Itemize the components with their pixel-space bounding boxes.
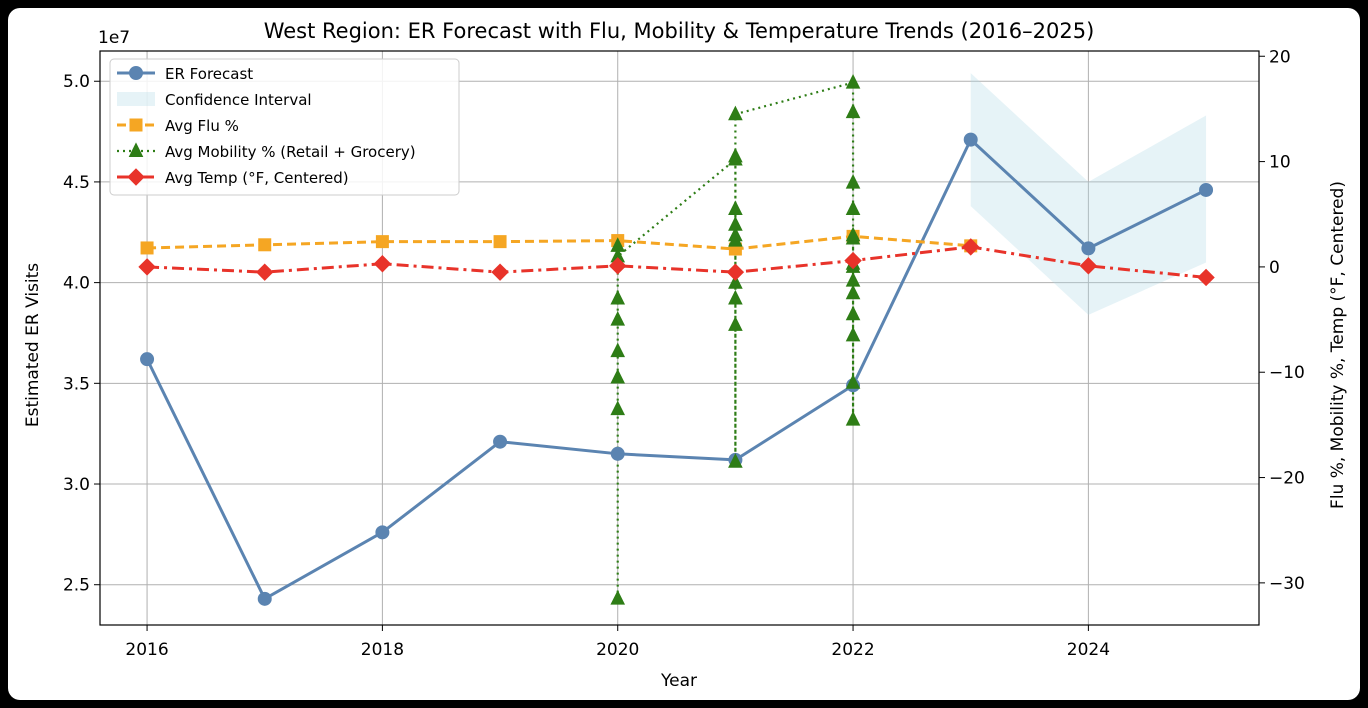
avg-mobility-retail-grocery-point [728, 105, 743, 121]
y-left-tick-label: 3.0 [63, 475, 90, 495]
avg-mobility-retail-grocery-point [610, 342, 626, 358]
x-tick-label: 2024 [1067, 640, 1110, 660]
y-right-tick-label: 10 [1269, 153, 1291, 173]
avg-mobility-retail-grocery-point [845, 226, 861, 242]
y-left-ticks: 2.5 3.0 3.5 4.0 4.5 5.0 [63, 72, 100, 596]
avg-temp-f-centered-point [962, 238, 980, 256]
legend: ER Forecast Confidence Interval Avg Flu % A… [109, 58, 460, 196]
avg-mobility-retail-grocery-point [728, 226, 743, 242]
y-left-axis-label: Estimated ER Visits [23, 263, 43, 427]
avg-mobility-retail-grocery-point [728, 200, 743, 215]
avg-temp-f-centered-point [1079, 257, 1098, 275]
y-left-tick-label: 2.5 [63, 576, 90, 596]
er-forecast-point [493, 434, 508, 449]
y-right-ticks: −30 −20 −10 0 10 20 [1259, 47, 1305, 594]
x-axis-label: Year [660, 671, 697, 691]
er-forecast-point [375, 525, 390, 540]
y-right-tick-label: −10 [1269, 363, 1305, 383]
legend-swatch-confidence-interval [117, 92, 155, 106]
y-right-axis-label: Flu %, Mobility %, Temp (°F, Centered) [1328, 181, 1348, 509]
er-forecast-point [963, 132, 978, 147]
avg-mobility-retail-grocery-point [845, 305, 861, 321]
chart-title: West Region: ER Forecast with Flu, Mobil… [264, 19, 1095, 43]
x-tick-label: 2018 [361, 640, 404, 660]
legend-label-avg-mobility-retail-grocery: Avg Mobility % (Retail + Grocery) [165, 143, 416, 161]
series-lines [145, 81, 1207, 601]
er-forecast-line [145, 138, 1207, 601]
avg-mobility-retail-grocery-point [610, 289, 626, 305]
legend-marker-er-forecast [129, 66, 143, 80]
legend-label-er-forecast: ER Forecast [165, 65, 253, 83]
avg-mobility-retail-grocery-point [845, 374, 861, 389]
er-forecast-point [257, 591, 272, 606]
legend-marker-avg-flu [129, 118, 143, 132]
avg-mobility-retail-grocery-point [610, 310, 626, 326]
avg-mobility-retail-grocery-point [728, 289, 743, 305]
x-tick-label: 2022 [831, 640, 874, 660]
avg-flu-point [140, 241, 154, 255]
avg-temp-f-centered-line [146, 245, 1207, 279]
avg-mobility-retail-grocery-point [610, 368, 626, 384]
legend-marker-avg-temp-f-centered [127, 168, 145, 186]
avg-mobility-retail-grocery-point [845, 174, 861, 189]
avg-mobility-retail-grocery-point [845, 284, 861, 300]
legend-label-avg-flu: Avg Flu % [165, 117, 239, 135]
avg-temp-f-centered-point [609, 257, 627, 275]
avg-flu-line [147, 234, 971, 251]
avg-mobility-retail-grocery-point [845, 73, 861, 89]
legend-marker-avg-mobility-retail-grocery [128, 142, 144, 157]
confidence-interval-band [970, 73, 1207, 315]
avg-flu-point [375, 235, 389, 249]
er-forecast-point [1081, 241, 1096, 256]
y-right-tick-label: 20 [1269, 47, 1291, 67]
avg-mobility-retail-grocery-point [845, 200, 861, 215]
y-left-tick-label: 3.5 [63, 374, 90, 394]
x-tick-label: 2016 [125, 640, 168, 660]
avg-mobility-retail-grocery-point [610, 400, 626, 416]
left-axis-multiplier: 1e7 [98, 28, 130, 48]
confidence-band [970, 73, 1207, 315]
er-forecast-point [1199, 182, 1214, 197]
chart-svg: 2016 2018 2020 2022 2024 2.53.03.54.04.55.0 … [23, 19, 1348, 691]
x-ticks: 2016 2018 2020 2022 2024 [125, 625, 1110, 660]
avg-mobility-retail-grocery-point [845, 326, 861, 342]
avg-mobility-retail-grocery-point [845, 411, 861, 426]
legend-label-confidence-interval: Confidence Interval [165, 91, 312, 109]
avg-flu-point [258, 238, 272, 252]
x-tick-label: 2020 [596, 640, 639, 660]
y-right-tick-label: 0 [1269, 258, 1280, 278]
avg-temp-f-centered-point [844, 251, 862, 270]
avg-temp-f-centered-point [256, 263, 274, 281]
er-forecast-point [140, 352, 155, 367]
plot-frame [99, 50, 1260, 626]
avg-mobility-retail-grocery-point [728, 453, 743, 468]
y-left-tick-label: 4.0 [63, 274, 90, 294]
legend-label-avg-temp-f-centered: Avg Temp (°F, Centered) [165, 169, 349, 187]
avg-mobility-retail-grocery-point [845, 103, 861, 119]
er-forecast-point [610, 446, 625, 461]
y-left-tick-label: 4.5 [63, 173, 90, 193]
avg-mobility-retail-grocery-point [728, 147, 743, 163]
avg-flu-point [493, 235, 507, 249]
avg-temp-f-centered-point [138, 258, 156, 276]
avg-mobility-retail-grocery-point [845, 271, 861, 287]
legend-box [109, 58, 460, 196]
y-right-tick-label: −30 [1269, 574, 1305, 594]
avg-temp-f-centered-point [491, 263, 509, 281]
y-left-tick-label: 5.0 [63, 72, 90, 92]
avg-temp-f-centered-point [726, 263, 745, 281]
chart-card: 2016 2018 2020 2022 2024 2.5 3.0 3.5 4.0 4.5 5.0 … [8, 8, 1360, 700]
avg-temp-f-centered-point [373, 255, 392, 273]
avg-mobility-retail-grocery-point [728, 316, 743, 331]
avg-temp-f-centered-point [1197, 268, 1215, 287]
series-markers [138, 73, 1215, 606]
avg-mobility-retail-grocery-point [610, 590, 626, 605]
avg-mobility-retail-grocery-point [728, 274, 743, 289]
y-right-tick-label: −20 [1269, 469, 1305, 489]
